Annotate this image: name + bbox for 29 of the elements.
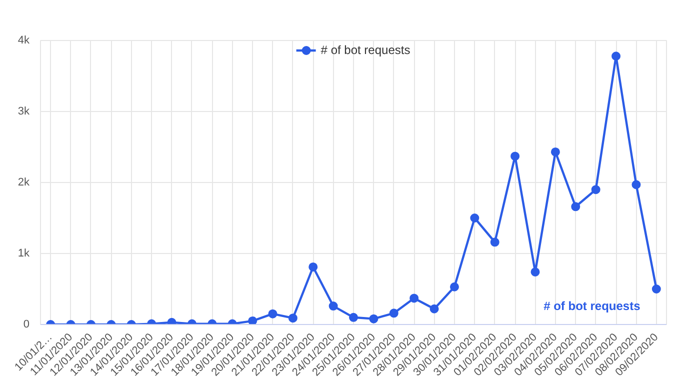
- point: [632, 180, 641, 190]
- point: [167, 318, 176, 324]
- point: [591, 185, 600, 194]
- point: [612, 52, 621, 61]
- point: [470, 214, 480, 222]
- point: [389, 308, 398, 318]
- point: [288, 314, 298, 323]
- point: [530, 267, 540, 276]
- y-tick-label: 2k: [18, 176, 30, 188]
- point: [571, 202, 580, 212]
- point: [328, 302, 338, 311]
- point: [349, 312, 358, 322]
- point: [308, 262, 318, 272]
- point: [450, 282, 459, 292]
- y-tick-label: 0: [23, 318, 30, 330]
- point: [248, 316, 258, 324]
- annotation: # of bot requests: [544, 299, 641, 314]
- y-tick-label: 3k: [18, 106, 30, 118]
- point: [430, 304, 439, 314]
- legend-label: # of bot requests: [320, 43, 410, 57]
- y-tick-label: 4k: [18, 34, 30, 46]
- y-tick-label: 1k: [18, 248, 30, 260]
- point: [369, 314, 378, 324]
- point: [490, 238, 500, 247]
- point: [510, 152, 520, 161]
- point: [268, 309, 278, 318]
- point: [652, 284, 661, 294]
- point: [410, 294, 419, 303]
- point: [550, 147, 560, 156]
